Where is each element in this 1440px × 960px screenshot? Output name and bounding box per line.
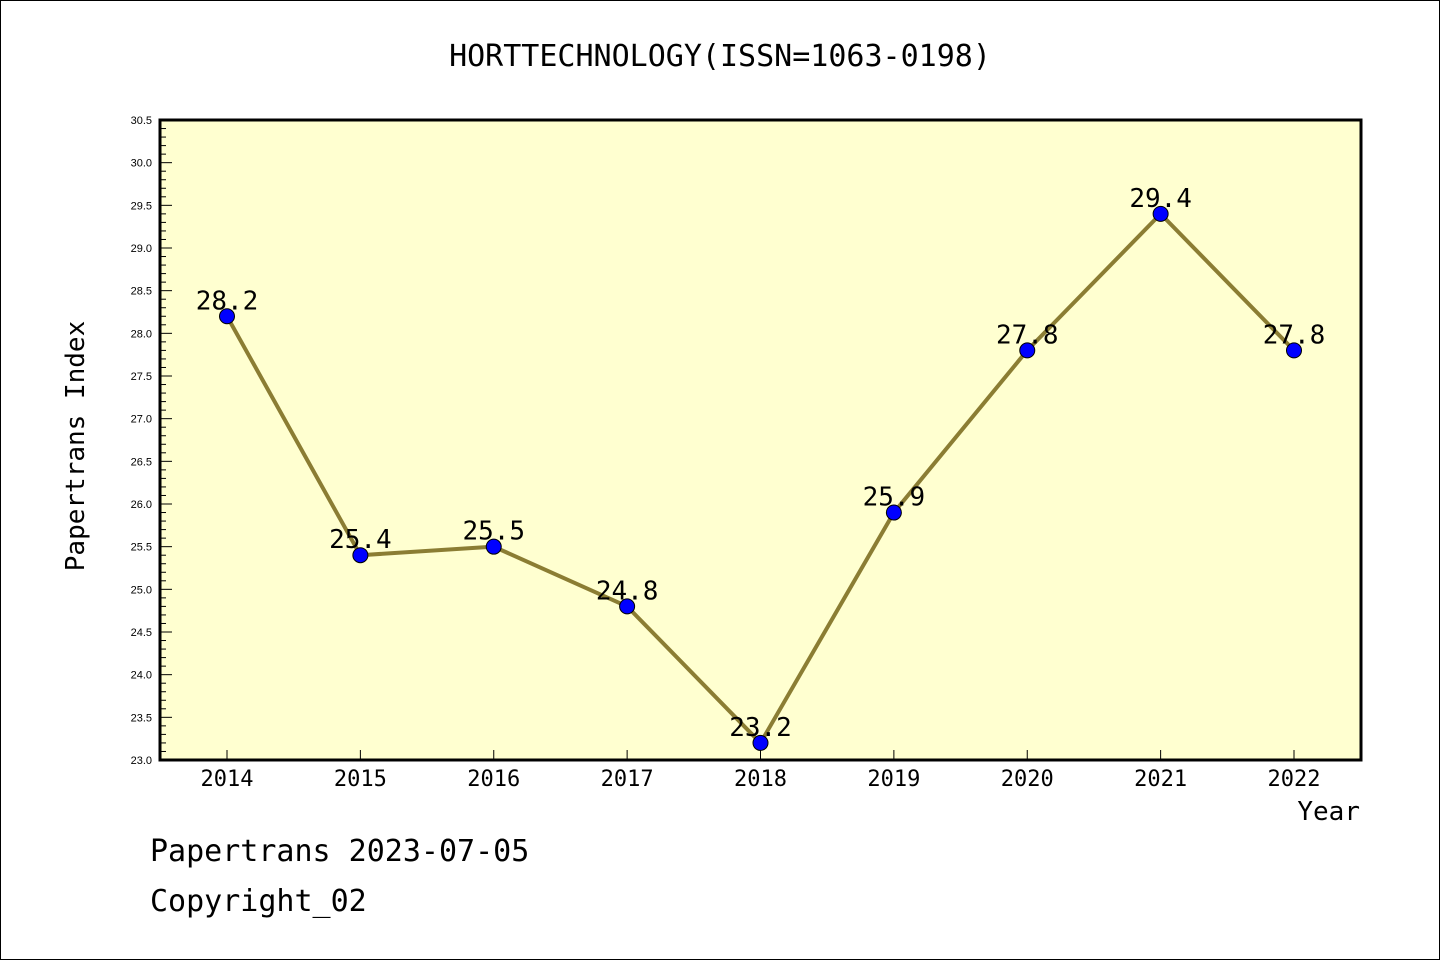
data-label: 25.4: [329, 525, 392, 555]
plot-area: [158, 118, 1363, 762]
y-tick-label: 24.0: [131, 670, 152, 682]
y-tick-label: 25.5: [131, 542, 152, 554]
y-tick-label: 27.5: [131, 371, 152, 383]
x-tick-label: 2019: [867, 767, 920, 792]
data-point-marker: [1286, 342, 1302, 359]
data-label: 28.2: [196, 286, 259, 316]
y-axis-title: Papertrans Index: [61, 321, 91, 571]
y-tick-label: 26.5: [131, 456, 152, 468]
data-label: 24.8: [596, 576, 659, 606]
chart-title: HORTTECHNOLOGY(ISSN=1063-0198): [449, 39, 991, 74]
x-tick-label: 2016: [467, 767, 520, 792]
data-point-marker: [1152, 205, 1169, 222]
x-tick-label: 2021: [1134, 767, 1187, 792]
y-tick-label: 30.5: [131, 115, 152, 127]
data-point-marker: [485, 538, 502, 555]
y-axis-tick-labels: 23.0 23.5 24.0 24.5 25.0 25.5 26.0 26.5 27.0 27.5…: [131, 115, 152, 767]
data-label: 27.8: [1263, 320, 1326, 350]
y-tick-label: 27.0: [131, 414, 152, 426]
x-tick-label: 2015: [334, 767, 387, 792]
y-tick-label: 26.0: [131, 499, 152, 511]
data-point-marker: [752, 734, 769, 751]
data-point-marker: [1019, 342, 1036, 359]
data-label-layer: 28.2 25.4 25.5 24.8 23.2 25.9 27.8 29.4 27.8: [196, 184, 1326, 743]
y-tick-label: 29.5: [131, 200, 152, 212]
data-point-marker: [352, 547, 369, 564]
marker-layer: [219, 205, 1302, 751]
y-tick-label: 25.0: [131, 584, 152, 596]
x-tick-label: 2020: [1001, 767, 1054, 792]
x-tick-label: 2022: [1268, 767, 1321, 792]
y-tick-label: 23.5: [131, 712, 152, 724]
data-label: 27.8: [996, 320, 1059, 350]
x-axis-tick-labels: 2014 2015 2016 2017 2018 2019 2020 2021 2022: [201, 767, 1321, 792]
y-axis-ticks: [160, 119, 172, 761]
footer-copyright: Copyright_02: [150, 884, 367, 919]
y-tick-label: 28.5: [131, 286, 152, 298]
data-point-marker: [885, 504, 902, 521]
y-tick-label: 24.5: [131, 627, 152, 639]
y-tick-label: 30.0: [131, 158, 152, 170]
x-axis-ticks: [226, 750, 1295, 760]
x-tick-label: 2014: [201, 767, 254, 792]
data-label: 25.5: [462, 517, 525, 547]
y-tick-label: 23.0: [131, 755, 152, 767]
data-point-marker: [219, 308, 235, 325]
data-label: 25.9: [863, 483, 926, 513]
y-tick-label: 29.0: [131, 243, 152, 255]
x-axis-title: Year: [1297, 797, 1360, 827]
footer-date: Papertrans 2023-07-05: [150, 834, 530, 869]
x-tick-label: 2017: [601, 767, 654, 792]
x-tick-label: 2018: [734, 767, 787, 792]
y-tick-label: 28.0: [131, 328, 152, 340]
data-label: 23.2: [729, 713, 792, 743]
data-label: 29.4: [1129, 184, 1192, 214]
data-point-marker: [619, 598, 636, 615]
